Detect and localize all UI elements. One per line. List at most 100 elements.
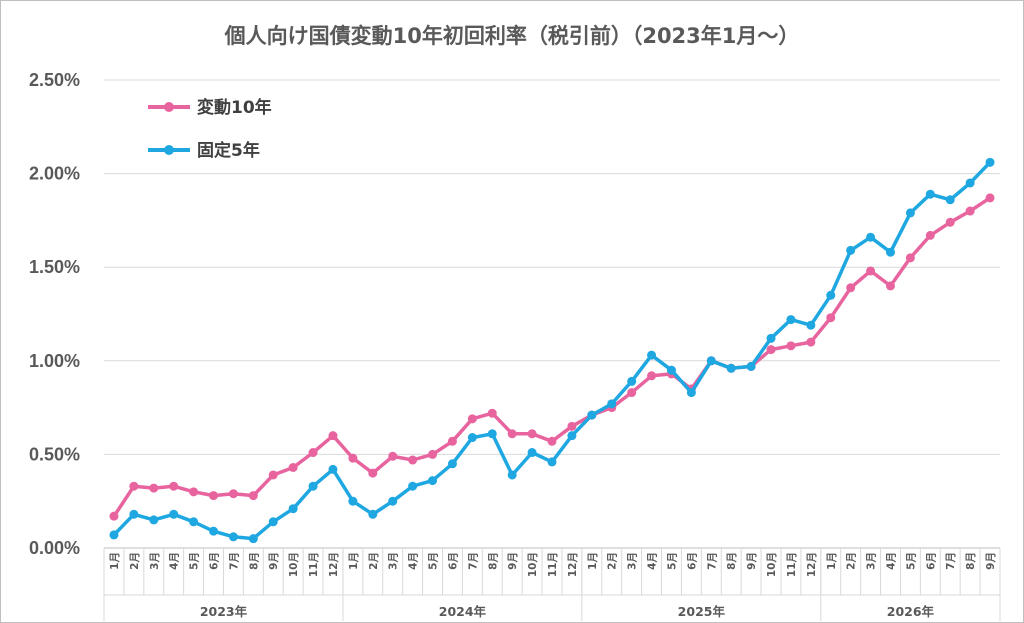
x-tick-label: 4月 bbox=[885, 552, 897, 570]
data-point bbox=[527, 429, 537, 439]
data-point bbox=[209, 491, 219, 501]
data-point bbox=[866, 266, 876, 276]
legend-label-series-2: 固定5年 bbox=[197, 140, 260, 161]
x-tick-label: 9月 bbox=[746, 552, 758, 570]
y-tick-label: 1.50% bbox=[29, 257, 80, 277]
data-point bbox=[268, 470, 278, 480]
x-tick-label: 6月 bbox=[686, 552, 698, 570]
data-point bbox=[547, 436, 557, 446]
data-point bbox=[149, 483, 159, 493]
data-point bbox=[248, 491, 258, 501]
data-point bbox=[487, 429, 497, 439]
x-tick-label: 3月 bbox=[627, 552, 639, 570]
y-tick-label: 2.00% bbox=[29, 164, 80, 184]
legend-label-series-1: 変動10年 bbox=[197, 97, 272, 118]
data-point bbox=[846, 245, 856, 255]
data-point bbox=[368, 509, 378, 519]
data-point bbox=[129, 481, 139, 491]
y-tick-label: 2.50% bbox=[29, 70, 80, 90]
x-tick-label: 10月 bbox=[766, 552, 778, 577]
x-tick-label: 12月 bbox=[806, 552, 818, 577]
data-point bbox=[109, 511, 119, 521]
data-point bbox=[308, 448, 318, 458]
x-tick-label: 3月 bbox=[866, 552, 878, 570]
x-tick-label: 5月 bbox=[666, 552, 678, 570]
data-point bbox=[348, 453, 358, 463]
data-point bbox=[686, 388, 696, 398]
data-point bbox=[268, 517, 278, 527]
data-point bbox=[328, 431, 338, 441]
series-2 bbox=[109, 157, 995, 544]
data-point bbox=[189, 487, 199, 497]
x-tick-label: 6月 bbox=[925, 552, 937, 570]
x-tick-label: 11月 bbox=[308, 552, 320, 577]
x-tick-label: 4月 bbox=[408, 552, 420, 570]
data-point bbox=[766, 345, 776, 355]
x-tick-label: 8月 bbox=[726, 552, 738, 570]
data-point bbox=[607, 399, 617, 409]
data-point bbox=[149, 515, 159, 525]
series-lines bbox=[109, 157, 995, 544]
legend-marker-series-2 bbox=[164, 145, 174, 155]
x-tick-label: 10月 bbox=[288, 552, 300, 577]
year-label: 2025年 bbox=[678, 604, 726, 619]
year-label: 2024年 bbox=[439, 604, 487, 619]
data-point bbox=[388, 451, 398, 461]
y-tick-label: 1.00% bbox=[29, 351, 80, 371]
data-point bbox=[428, 449, 438, 459]
x-tick-label: 12月 bbox=[328, 552, 340, 577]
x-tick-label: 7月 bbox=[945, 552, 957, 570]
year-label: 2023年 bbox=[200, 604, 248, 619]
x-tick-label: 4月 bbox=[647, 552, 659, 570]
x-tick-label: 2月 bbox=[607, 552, 619, 570]
data-point bbox=[647, 350, 657, 360]
data-point bbox=[169, 481, 179, 491]
data-point bbox=[965, 178, 975, 188]
data-point bbox=[666, 365, 676, 375]
data-point bbox=[985, 193, 995, 203]
x-tick-label: 9月 bbox=[507, 552, 519, 570]
x-tick-label: 8月 bbox=[248, 552, 260, 570]
data-point bbox=[507, 470, 517, 480]
x-tick-label: 9月 bbox=[268, 552, 280, 570]
legend-marker-series-1 bbox=[164, 102, 174, 112]
x-tick-label: 6月 bbox=[447, 552, 459, 570]
x-tick-label: 7月 bbox=[228, 552, 240, 570]
x-tick-label: 2月 bbox=[129, 552, 141, 570]
data-point bbox=[726, 363, 736, 373]
data-point bbox=[288, 463, 298, 473]
data-point bbox=[746, 361, 756, 371]
data-point bbox=[786, 341, 796, 351]
x-tick-label: 8月 bbox=[965, 552, 977, 570]
y-tick-label: 0.50% bbox=[29, 444, 80, 464]
data-point bbox=[507, 429, 517, 439]
x-tick-label: 12月 bbox=[567, 552, 579, 577]
data-point bbox=[806, 320, 816, 330]
x-tick-label: 5月 bbox=[905, 552, 917, 570]
data-point bbox=[885, 281, 895, 291]
data-point bbox=[925, 230, 935, 240]
x-tick-label: 10月 bbox=[527, 552, 539, 577]
x-tick-label: 7月 bbox=[706, 552, 718, 570]
year-label: 2026年 bbox=[887, 604, 935, 619]
data-point bbox=[248, 534, 258, 544]
data-point bbox=[228, 489, 238, 499]
x-tick-label: 5月 bbox=[428, 552, 440, 570]
x-tick-label: 2月 bbox=[368, 552, 380, 570]
data-point bbox=[905, 253, 915, 263]
data-point bbox=[945, 195, 955, 205]
data-point bbox=[826, 313, 836, 323]
x-tick-label: 4月 bbox=[169, 552, 181, 570]
data-point bbox=[467, 414, 477, 424]
data-point bbox=[467, 433, 477, 443]
x-tick-label: 11月 bbox=[547, 552, 559, 577]
x-tick-label: 8月 bbox=[487, 552, 499, 570]
x-tick-label: 9月 bbox=[985, 552, 997, 570]
data-point bbox=[109, 530, 119, 540]
data-point bbox=[627, 376, 637, 386]
data-point bbox=[388, 496, 398, 506]
x-tick-label: 2月 bbox=[846, 552, 858, 570]
series-line bbox=[112, 160, 992, 541]
data-point bbox=[428, 476, 438, 486]
data-point bbox=[447, 459, 457, 469]
